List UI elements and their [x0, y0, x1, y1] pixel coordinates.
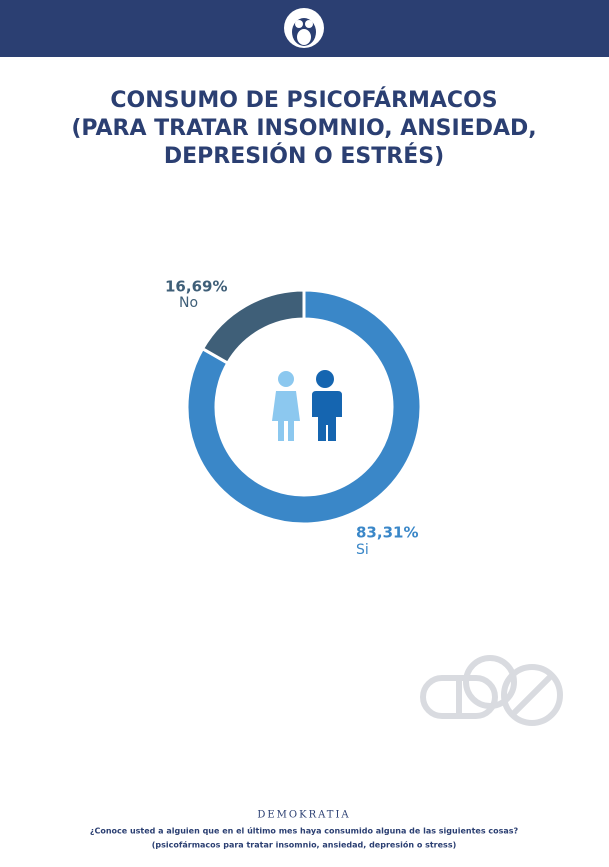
donut-slice — [185, 288, 423, 526]
category-label: No — [179, 295, 198, 311]
logo — [284, 8, 324, 48]
donut-slice — [200, 288, 306, 366]
value-label: 16,69% — [165, 278, 227, 296]
footer-question: ¿Conoce usted a alguien que en el último… — [90, 827, 519, 836]
chart-title: CONSUMO DE PSICOFÁRMACOS — [110, 87, 497, 113]
people-icon — [272, 370, 342, 441]
chart-title: (PARA TRATAR INSOMNIO, ANSIEDAD, — [71, 116, 536, 141]
chart-title: DEPRESIÓN O ESTRÉS) — [164, 143, 444, 169]
donut — [185, 288, 423, 526]
pills-icon — [420, 655, 563, 726]
value-label: 83,31% — [356, 524, 418, 542]
category-label: Si — [356, 542, 369, 558]
brand: DEMOKRATIA — [257, 810, 350, 821]
footer-note: (psicofármacos para tratar insomnio, ans… — [152, 840, 456, 850]
